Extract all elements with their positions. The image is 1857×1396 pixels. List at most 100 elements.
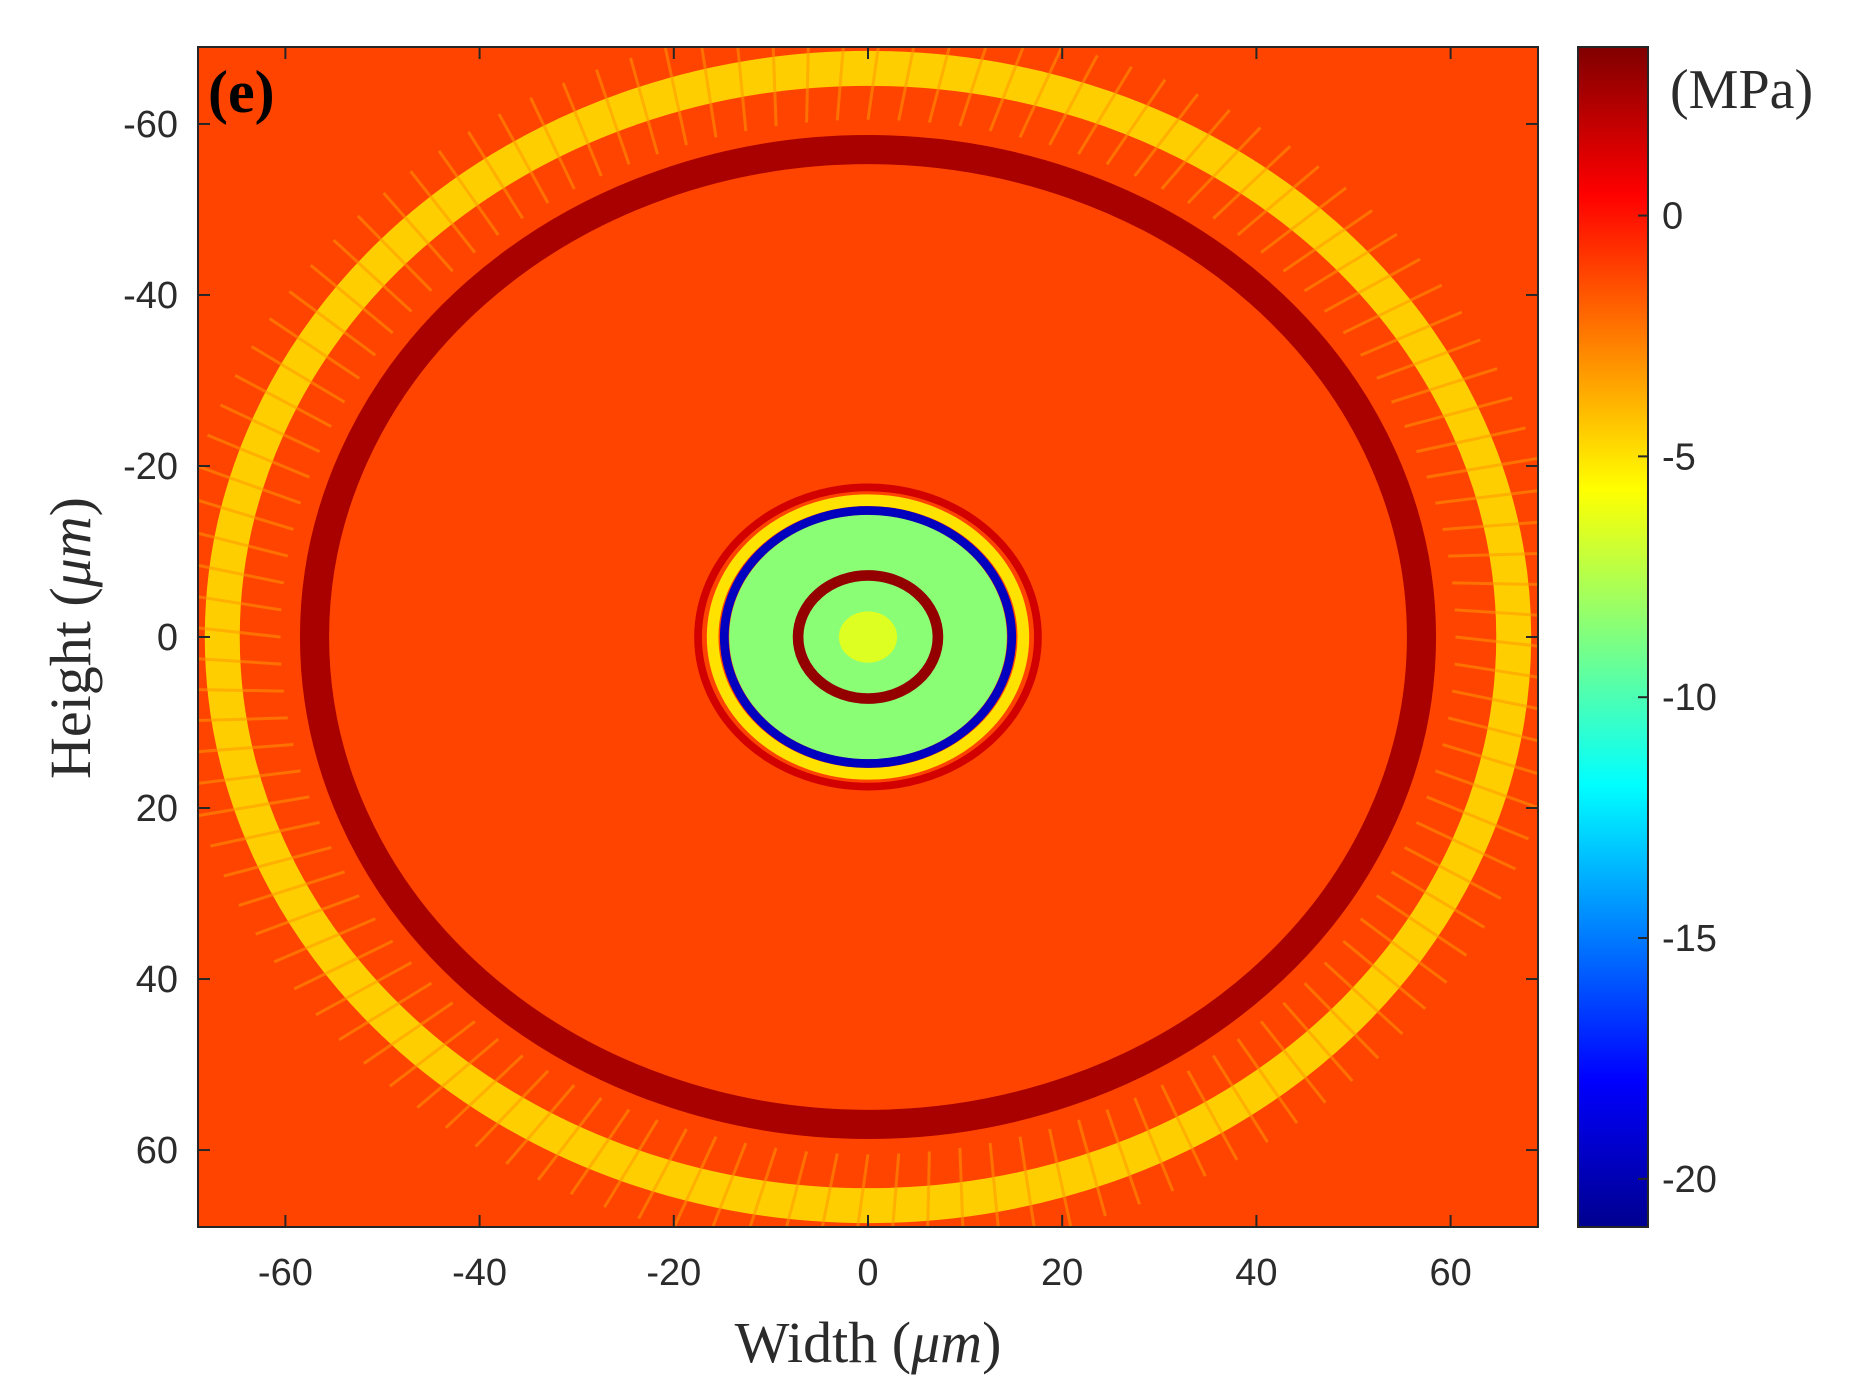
ripple-line (234, 374, 333, 428)
ripple-line (198, 769, 301, 785)
ripple-line (250, 345, 346, 404)
ripple-line (1323, 961, 1404, 1036)
ripple-line (891, 1153, 901, 1227)
x-tick-label: 0 (857, 1252, 878, 1294)
ripple-line (711, 1142, 748, 1227)
ripple-line (206, 433, 310, 479)
ripple-line (198, 716, 288, 722)
x-tick-label: 40 (1235, 1252, 1277, 1294)
ripple-line (1442, 743, 1538, 776)
ripple-line (388, 1020, 476, 1088)
ripple-line (748, 1147, 778, 1227)
ripple-line (1236, 165, 1320, 237)
ripple-line (467, 130, 524, 220)
ripple-line (198, 743, 294, 754)
ripple-line (1048, 1128, 1073, 1227)
y-axis-label-close: ) (38, 497, 103, 516)
x-tick-label: -20 (646, 1252, 701, 1294)
stress-ring (706, 494, 1030, 780)
ripple-line (771, 47, 778, 127)
ripple-line (1376, 338, 1481, 380)
ripple-line (1434, 769, 1538, 810)
ripple-line (926, 1151, 931, 1227)
ripple-line (569, 1108, 631, 1196)
y-tick-label: -60 (123, 104, 178, 146)
ripple-line (820, 1153, 839, 1227)
stress-ring (694, 483, 1042, 791)
ripple-line (1403, 846, 1502, 900)
ripple-line (1236, 1038, 1299, 1124)
ripple-line (785, 1151, 809, 1227)
ripple-line (198, 531, 289, 558)
ripple-line (1077, 65, 1133, 155)
ripple-line (409, 170, 477, 254)
ripple-line (315, 961, 413, 1017)
ripple-line (363, 1001, 454, 1065)
ripple-line (497, 113, 550, 204)
ripple-line (1133, 93, 1199, 177)
ripple-line (805, 47, 810, 123)
ripple-line (356, 214, 433, 292)
ripple-line (927, 47, 951, 123)
y-axis-label-unit: μm (38, 516, 103, 588)
ripple-line (1454, 608, 1538, 617)
ripple-line (1303, 233, 1398, 293)
ripple-line (198, 464, 302, 505)
colorbar-tick-label: -10 (1662, 677, 1717, 719)
y-tick-label: 0 (157, 617, 178, 659)
ripple-line (437, 150, 500, 236)
ripple-line (663, 47, 688, 146)
ripple-line (198, 657, 282, 666)
ripple-line (1282, 209, 1373, 273)
ripple-line (1105, 78, 1167, 166)
ripple-line (1375, 894, 1468, 957)
ripple-line (1426, 457, 1538, 479)
ripple-line (561, 82, 603, 177)
ripple-line (1212, 1054, 1269, 1144)
ripple-line (537, 1097, 603, 1181)
ripple-line (223, 845, 332, 878)
ripple-line (1018, 47, 1064, 138)
colorbar-tick-label: -5 (1662, 436, 1696, 478)
colorbar-ticks: 0 -5 -10 -15 -20 (1638, 196, 1717, 1201)
ripple-line (198, 688, 284, 693)
ripple-line (1160, 109, 1231, 190)
ripple-line (988, 1142, 1000, 1227)
ripple-line (198, 498, 294, 531)
plot-area (198, 47, 1538, 1227)
colorbar-tick-label: -20 (1662, 1159, 1717, 1201)
ripple-line (1451, 689, 1538, 711)
ripple-line (529, 97, 576, 190)
ripple-line (1448, 552, 1538, 558)
ripple-line (1186, 126, 1262, 205)
ripple-line (1447, 716, 1538, 743)
ripple-line (238, 870, 346, 907)
ripple-line (897, 47, 916, 121)
x-axis-label: Width (μm) (735, 1310, 1002, 1375)
stress-ring (792, 570, 944, 704)
ripple-line (1455, 635, 1538, 648)
x-axis-label-close: ) (982, 1310, 1001, 1375)
ripple-line (255, 894, 360, 936)
ripple-line (293, 939, 394, 991)
x-axis-label-unit: μm (910, 1310, 982, 1375)
y-axis-label-text: Height ( (38, 587, 103, 779)
ripple-line (637, 1128, 688, 1220)
y-tick-label: 40 (136, 959, 178, 1001)
x-tick-label: 60 (1429, 1252, 1471, 1294)
ripple-line (219, 403, 321, 453)
stress-ring (299, 135, 1437, 1139)
ripple-line (1282, 1001, 1354, 1082)
ripple-line (1186, 1070, 1239, 1161)
ripple-line (1390, 870, 1486, 929)
ripple-line (1390, 367, 1498, 404)
ripple-line (1260, 186, 1348, 254)
ripple-line (444, 1054, 524, 1129)
ripple-line (288, 290, 377, 357)
y-tick-label: -20 (123, 446, 178, 488)
ripple-line (1404, 396, 1513, 429)
ripple-line (1160, 1084, 1207, 1177)
colorbar-gradient (1577, 46, 1649, 1228)
ripple-line (268, 317, 361, 380)
ripple-line (1454, 662, 1538, 679)
